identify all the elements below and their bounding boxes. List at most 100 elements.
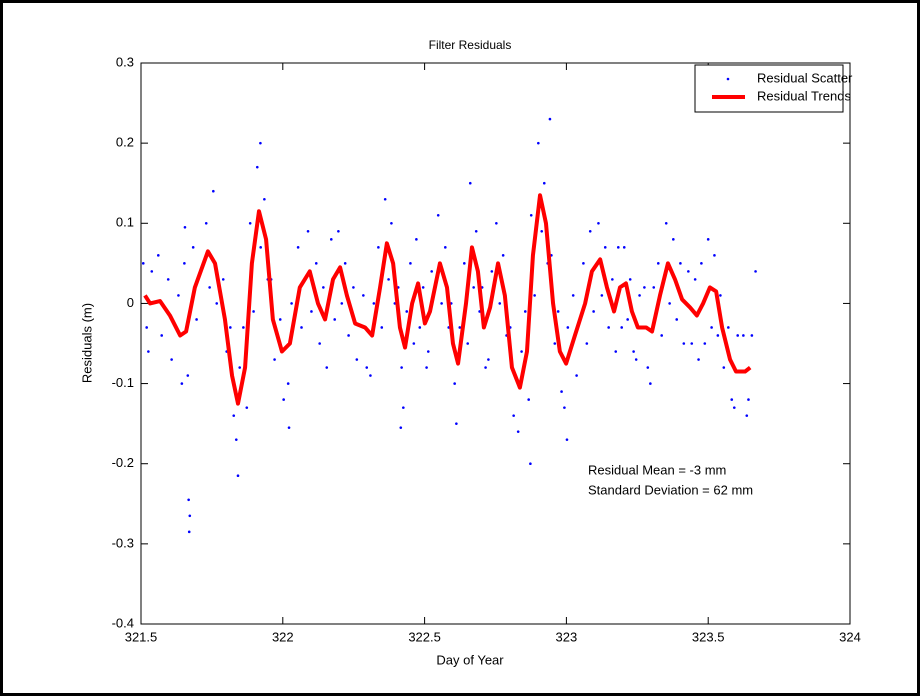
- scatter-point: [540, 230, 544, 233]
- scatter-point: [588, 230, 592, 233]
- scatter-point: [263, 197, 266, 201]
- scatter-point: [512, 414, 515, 417]
- scatter-point: [195, 318, 198, 321]
- scatter-point: [412, 342, 416, 345]
- scatter-point: [736, 334, 739, 337]
- scatter-point: [229, 326, 232, 329]
- scatter-point: [242, 326, 245, 329]
- scatter-point: [238, 366, 241, 369]
- scatter-point: [693, 278, 697, 281]
- scatter-point: [453, 382, 456, 385]
- scatter-point: [252, 310, 255, 313]
- scatter-point: [656, 262, 660, 265]
- scatter-point: [592, 310, 595, 313]
- x-tick-label: 324: [839, 629, 861, 644]
- axes-box: [140, 62, 851, 625]
- scatter-point: [566, 326, 570, 329]
- legend-label: Residual Scatter: [757, 70, 853, 85]
- legend-box: [694, 64, 844, 113]
- scatter-point: [170, 358, 173, 361]
- plot-area: [141, 63, 850, 624]
- scatter-point: [474, 230, 478, 233]
- scatter-point: [495, 221, 498, 225]
- scatter-point: [556, 310, 560, 313]
- scatter-point: [259, 246, 262, 249]
- scatter-point: [607, 326, 610, 329]
- scatter-point: [160, 334, 164, 337]
- scatter-point: [191, 246, 195, 249]
- scatter-point: [533, 294, 536, 297]
- scatter-point: [745, 414, 749, 417]
- y-tick-label: -0.1: [112, 375, 134, 390]
- scatter-point: [409, 262, 412, 265]
- scatter-point: [585, 342, 589, 345]
- scatter-point: [340, 302, 344, 305]
- x-tick-label: 323: [556, 629, 578, 644]
- scatter-point: [632, 350, 635, 353]
- scatter-point: [286, 382, 290, 385]
- scatter-point: [156, 254, 160, 257]
- scatter-point: [622, 246, 626, 249]
- scatter-point: [426, 350, 430, 353]
- scatter-point: [234, 438, 238, 441]
- scatter-point: [523, 310, 527, 313]
- scatter-point: [732, 406, 736, 409]
- y-tick-label: -0.4: [112, 615, 134, 630]
- scatter-point: [183, 225, 187, 229]
- scatter-point: [563, 406, 566, 409]
- scatter-point: [537, 141, 540, 145]
- scatter-point: [697, 358, 700, 361]
- scatter-point: [145, 326, 148, 329]
- scatter-point: [402, 406, 405, 409]
- scatter-point: [369, 374, 372, 377]
- scatter-point: [436, 213, 440, 217]
- y-tick-label: 0.2: [116, 135, 134, 150]
- scatter-point: [430, 270, 433, 273]
- scatter-point: [575, 374, 578, 377]
- scatter-point: [325, 366, 329, 369]
- y-tick-label: 0.1: [116, 215, 134, 230]
- scatter-point: [682, 342, 686, 345]
- scatter-point: [212, 189, 215, 193]
- scatter-point: [716, 334, 720, 337]
- scatter-point: [516, 430, 520, 433]
- scatter-point: [750, 334, 754, 337]
- scatter-point: [188, 514, 192, 518]
- scatter-point: [314, 262, 318, 265]
- scatter-point: [722, 366, 726, 369]
- y-tick-label: 0: [127, 295, 134, 310]
- scatter-point: [675, 318, 679, 321]
- scatter-point: [290, 302, 293, 305]
- scatter-point: [440, 302, 443, 305]
- scatter-point: [527, 398, 530, 401]
- scatter-point: [501, 254, 505, 257]
- scatter-point: [390, 221, 393, 225]
- scatter-point: [444, 246, 447, 249]
- scatter-point: [646, 366, 650, 369]
- scatter-point: [600, 294, 604, 297]
- scatter-point: [245, 406, 249, 409]
- scatter-point: [387, 278, 390, 281]
- scatter-point: [597, 221, 600, 225]
- x-tick-label: 321.5: [125, 629, 158, 644]
- scatter-point: [687, 270, 690, 273]
- scatter-point: [365, 366, 369, 369]
- scatter-point: [236, 474, 240, 478]
- scatter-point: [255, 165, 259, 169]
- scatter-point: [626, 318, 629, 321]
- scatter-point: [355, 358, 359, 361]
- scatter-point: [204, 221, 208, 225]
- scatter-point: [668, 302, 671, 305]
- scatter-point: [643, 286, 646, 289]
- scatter-point: [529, 213, 533, 217]
- scatter-point: [418, 326, 422, 329]
- scatter-point: [634, 358, 638, 361]
- scatter-point: [458, 326, 462, 329]
- y-tick-label: -0.3: [112, 535, 134, 550]
- scatter-point: [278, 318, 282, 321]
- scatter-point: [710, 326, 713, 329]
- scatter-point: [660, 334, 663, 337]
- scatter-point: [542, 181, 546, 185]
- scatter-point: [652, 286, 656, 289]
- scatter-point: [553, 342, 557, 345]
